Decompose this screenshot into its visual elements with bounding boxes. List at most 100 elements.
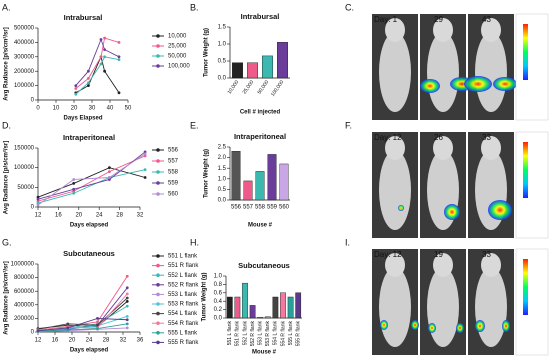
series-line — [37, 155, 146, 202]
data-point — [74, 87, 78, 90]
y-tick-label: 0.2 — [214, 307, 223, 313]
x-tick-label: 558 — [255, 205, 266, 211]
y-tick-label: 200000 — [14, 316, 35, 322]
data-point — [125, 304, 129, 308]
legend-marker — [156, 181, 160, 185]
y-axis-label: Avg Radiance [p/s/cm²/sr] — [3, 141, 10, 214]
legend-label: 25,000 — [168, 44, 187, 50]
signal — [464, 76, 492, 92]
data-point — [72, 191, 76, 195]
x-tick-label: 100,000 — [270, 79, 285, 97]
legend-label: 558 — [168, 170, 179, 176]
day-label: Day: 12 — [374, 133, 402, 142]
legend-label: 557 — [168, 159, 179, 165]
x-tick-label: 16 — [55, 213, 62, 219]
legend-marker — [156, 254, 160, 258]
data-point — [36, 203, 40, 207]
bar — [226, 296, 233, 319]
chart-title: Subcutaneous — [238, 261, 290, 270]
x-tick-label: 0 — [36, 106, 40, 112]
legend-marker — [156, 292, 160, 297]
legend-marker — [156, 340, 160, 345]
signal — [456, 323, 464, 333]
data-point — [72, 189, 76, 193]
data-point — [125, 296, 129, 300]
panel-label: C. — [345, 2, 354, 12]
x-tick-label: 24 — [96, 213, 103, 219]
series-line — [37, 169, 146, 204]
x-axis-label: Days elapsed — [70, 348, 109, 354]
bar — [231, 151, 241, 201]
data-point — [143, 154, 147, 158]
image-tile — [515, 131, 549, 239]
x-tick-label: 551 L flank — [227, 321, 233, 346]
data-point — [143, 152, 147, 156]
x-tick-label: 25,000 — [242, 79, 256, 95]
y-tick-label: 200000 — [14, 69, 35, 75]
day-label: 43 — [482, 15, 491, 24]
legend-label: 556 — [168, 148, 179, 154]
signal — [493, 77, 517, 91]
x-tick-label: 556 — [231, 205, 242, 211]
bar — [287, 296, 294, 319]
y-tick-label: 100000 — [14, 83, 35, 89]
mouse-head — [481, 18, 501, 42]
data-point — [66, 328, 70, 332]
x-tick-label: 36 — [137, 338, 144, 344]
y-tick-label: 0.5 — [218, 59, 227, 65]
legend-label: 553 L flank — [168, 292, 198, 298]
legend-label: 551 R flank — [168, 263, 199, 269]
legend-marker — [156, 331, 160, 335]
signal — [475, 320, 485, 332]
data-point — [87, 69, 90, 73]
mouse-head — [385, 18, 405, 42]
bar — [279, 163, 289, 201]
x-tick-label: 24 — [86, 338, 93, 344]
mouse-body — [379, 150, 411, 230]
data-point — [103, 36, 106, 40]
signal — [428, 323, 436, 333]
day-label: Day: 12 — [374, 250, 402, 259]
data-point — [125, 326, 129, 330]
bar — [249, 305, 256, 319]
legend-marker — [156, 283, 160, 287]
series-line — [75, 37, 120, 89]
x-axis-label: Mouse # — [252, 350, 277, 356]
data-point — [36, 197, 40, 201]
data-point — [125, 318, 129, 322]
data-point — [99, 62, 103, 66]
data-point — [36, 201, 40, 205]
chart-title: Intrabursal — [241, 12, 280, 21]
legend-marker — [156, 159, 160, 163]
x-tick-label: 559 — [267, 205, 278, 211]
mouse-body — [475, 267, 507, 347]
legend-marker — [156, 54, 160, 58]
data-point — [125, 292, 129, 296]
y-axis-label: Avg Radiance [p/s/cm²/sr] — [3, 261, 10, 334]
data-point — [87, 84, 90, 87]
color-scale — [523, 259, 528, 315]
legend-label: 553 R flank — [168, 302, 199, 308]
y-tick-label: 0.0 — [218, 76, 227, 82]
data-point — [36, 195, 40, 199]
data-point — [87, 77, 90, 80]
y-tick-label: 1.5 — [218, 25, 227, 31]
bar — [272, 296, 279, 319]
x-tick-label: 20 — [69, 338, 76, 344]
series-line — [37, 327, 128, 333]
bar — [234, 296, 241, 319]
legend-marker — [156, 148, 160, 152]
data-point — [96, 317, 99, 320]
y-tick-label: 400000 — [14, 302, 35, 308]
y-tick-label: 100000 — [14, 165, 35, 171]
legend-label: 100,000 — [168, 64, 190, 70]
series-line — [37, 275, 128, 331]
panel-label: F. — [345, 120, 352, 130]
data-point — [66, 326, 70, 330]
data-point — [125, 300, 129, 303]
data-point — [74, 84, 78, 87]
y-tick-label: 0.6 — [214, 290, 223, 296]
mouse-head — [481, 136, 501, 160]
series-line — [37, 167, 146, 198]
bar — [280, 292, 286, 319]
